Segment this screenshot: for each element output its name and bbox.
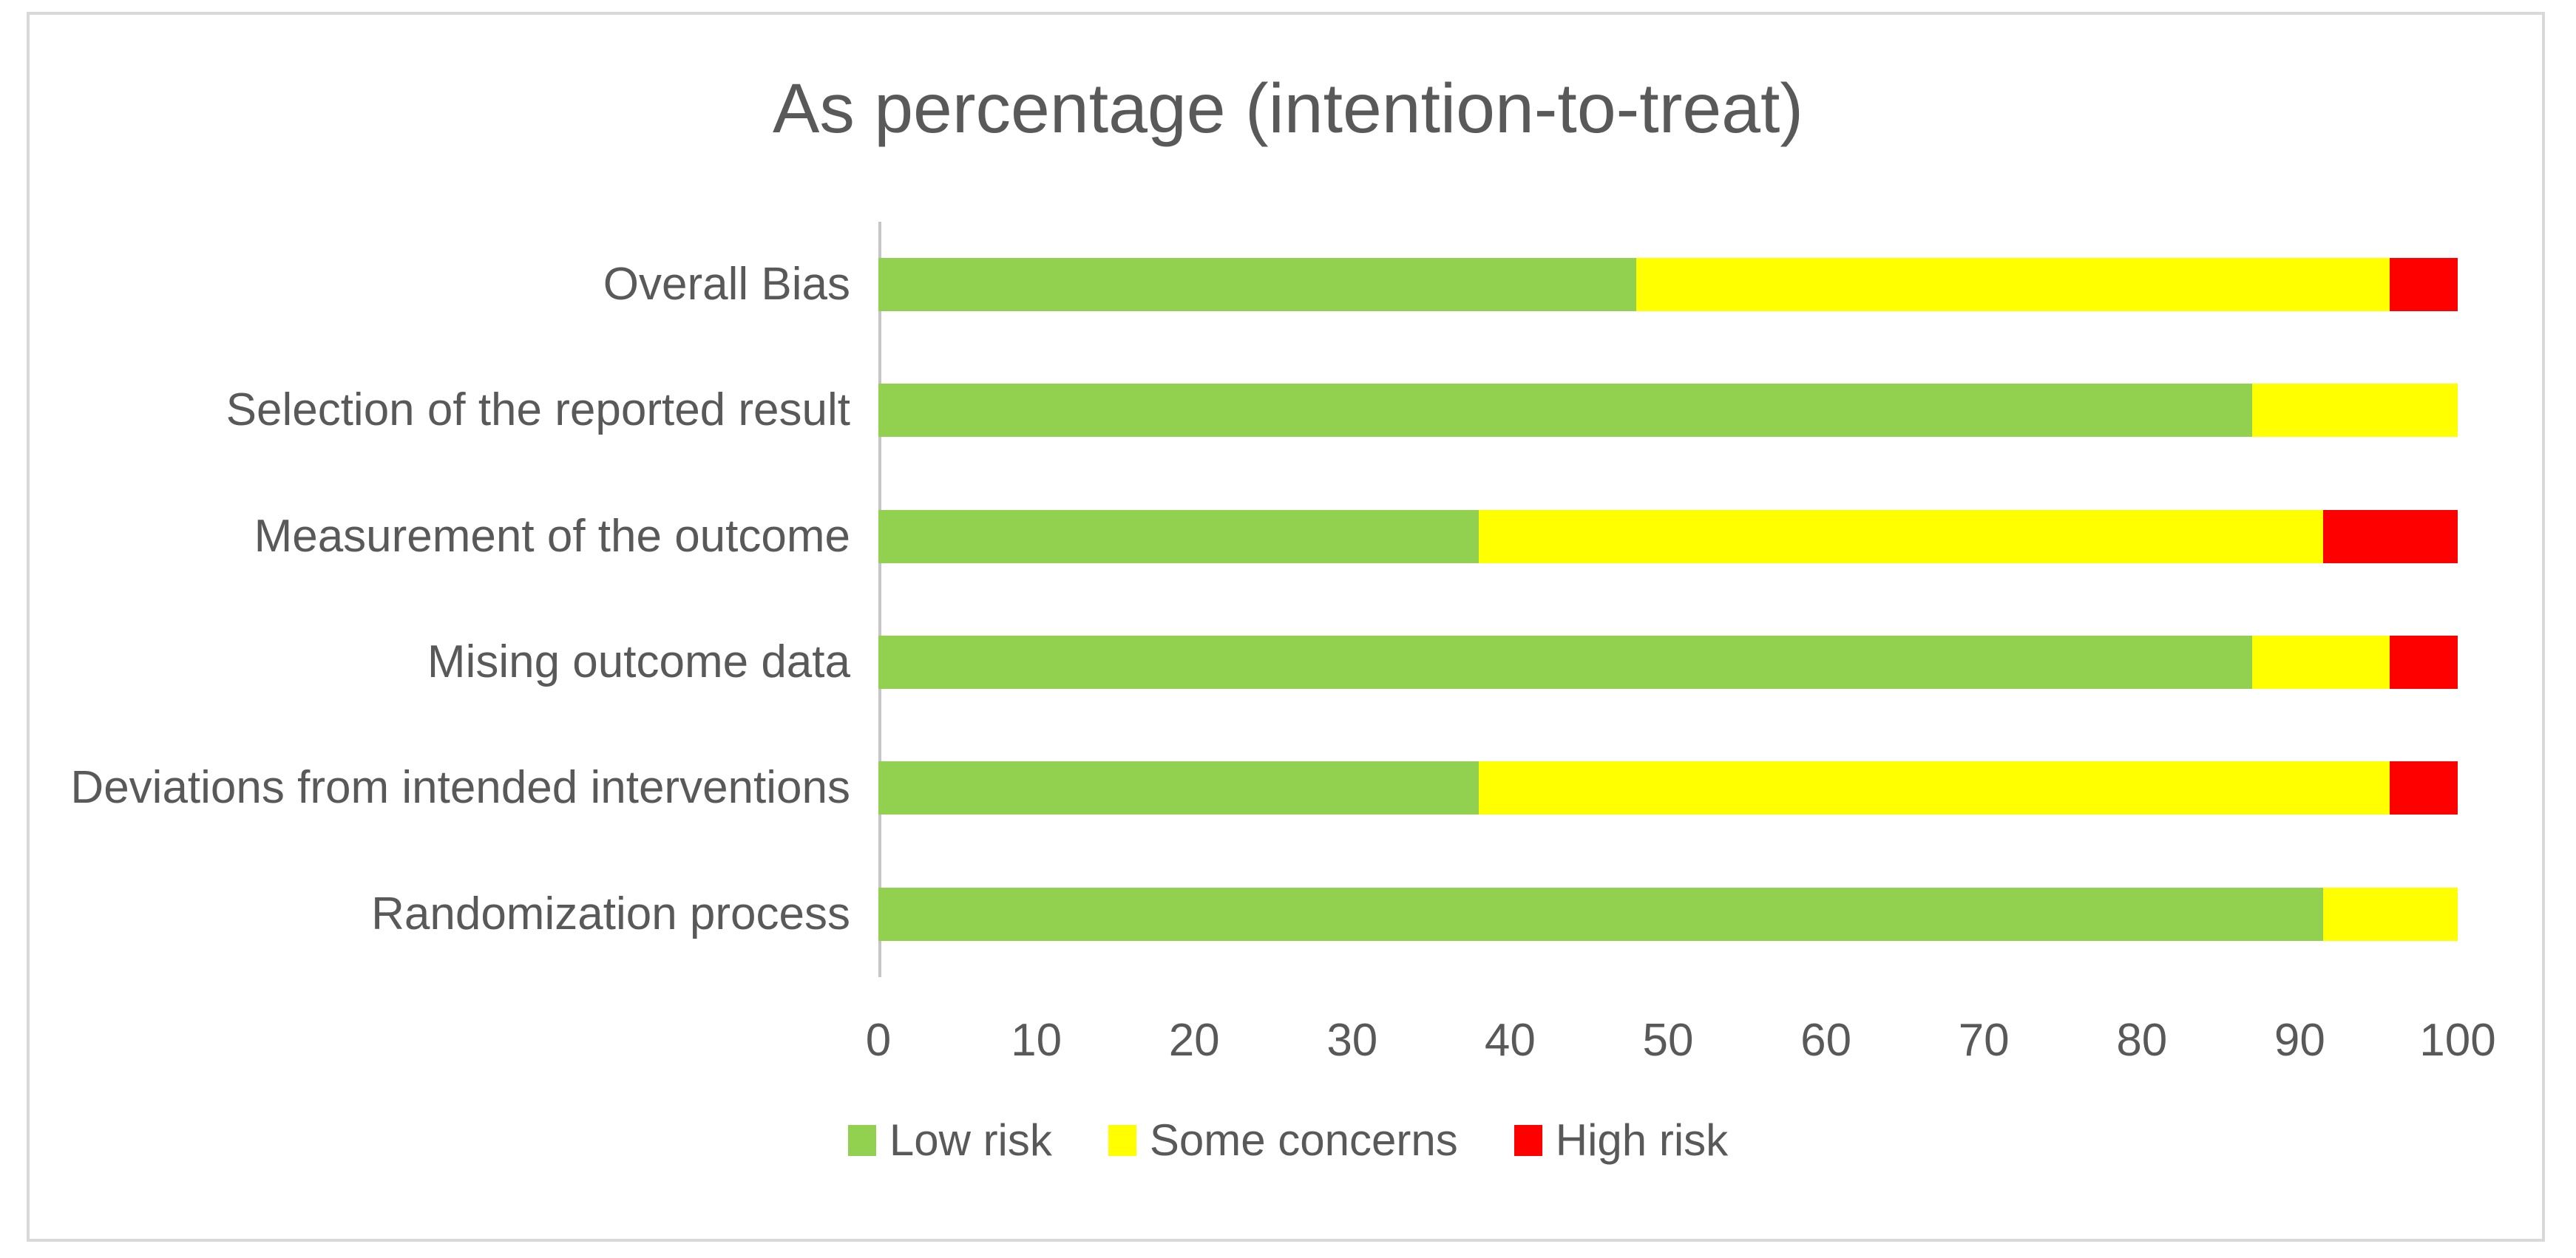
bar-segment-high-risk bbox=[2390, 636, 2458, 690]
legend-color-swatch-icon bbox=[1514, 1124, 1542, 1156]
stacked-bar bbox=[878, 258, 2458, 312]
chart-frame-border bbox=[27, 12, 2545, 1242]
category-label: Mising outcome data bbox=[427, 636, 850, 688]
bar-segment-high-risk bbox=[2323, 509, 2458, 563]
x-tick-label: 100 bbox=[2419, 1015, 2496, 1066]
category-label: Overall Bias bbox=[603, 259, 850, 310]
bar-segment-some-concerns bbox=[1478, 761, 2390, 815]
chart-title: As percentage (intention-to-treat) bbox=[772, 69, 1804, 148]
legend-item-label: High risk bbox=[1555, 1115, 1729, 1165]
x-tick-label: 0 bbox=[865, 1015, 892, 1066]
bar-segment-some-concerns bbox=[2252, 384, 2458, 438]
legend-item-label: Low risk bbox=[889, 1115, 1052, 1165]
legend-item: Low risk bbox=[847, 1115, 1052, 1166]
bar-rows: Overall Bias Selection of the reported r… bbox=[44, 222, 2458, 977]
stacked-bar bbox=[878, 636, 2458, 690]
x-tick-label: 10 bbox=[1011, 1015, 1062, 1066]
bar-segment-some-concerns bbox=[1636, 258, 2390, 312]
category-label: Randomization process bbox=[371, 888, 850, 939]
bar-segment-some-concerns bbox=[1478, 509, 2324, 563]
category-row: Selection of the reported result bbox=[44, 347, 2458, 473]
bar-segment-some-concerns bbox=[2323, 887, 2458, 941]
bar-segment-low-risk bbox=[878, 761, 1479, 815]
category-row: Mising outcome data bbox=[44, 599, 2458, 725]
bar-segment-some-concerns bbox=[2252, 636, 2390, 690]
bar-segment-low-risk bbox=[878, 384, 2253, 438]
category-row: Overall Bias bbox=[44, 222, 2458, 347]
bar-segment-low-risk bbox=[878, 887, 2324, 941]
x-tick-label: 30 bbox=[1326, 1015, 1378, 1066]
bar-segment-high-risk bbox=[2390, 761, 2458, 815]
stacked-bar bbox=[878, 384, 2458, 438]
y-axis-line bbox=[878, 222, 881, 977]
bar-segment-high-risk bbox=[2390, 258, 2458, 312]
legend: Low risk Some concerns High risk bbox=[0, 1115, 2576, 1166]
bar-segment-low-risk bbox=[878, 636, 2253, 690]
category-label: Measurement of the outcome bbox=[254, 510, 850, 562]
legend-item: Some concerns bbox=[1108, 1115, 1458, 1166]
stacked-bar bbox=[878, 761, 2458, 815]
bar-segment-low-risk bbox=[878, 258, 1637, 312]
legend-item-label: Some concerns bbox=[1149, 1115, 1458, 1165]
category-row: Randomization process bbox=[44, 851, 2458, 977]
x-tick-label: 40 bbox=[1484, 1015, 1536, 1066]
x-tick-label: 50 bbox=[1642, 1015, 1694, 1066]
category-label: Deviations from intended interventions bbox=[70, 762, 850, 814]
x-tick-label: 60 bbox=[1800, 1015, 1852, 1066]
x-tick-label: 70 bbox=[1958, 1015, 2010, 1066]
category-label: Selection of the reported result bbox=[226, 384, 850, 436]
x-tick-label: 80 bbox=[2116, 1015, 2168, 1066]
x-tick-label: 20 bbox=[1168, 1015, 1220, 1066]
bar-segment-low-risk bbox=[878, 509, 1479, 563]
legend-color-swatch-icon bbox=[847, 1124, 876, 1156]
category-row: Measurement of the outcome bbox=[44, 474, 2458, 599]
x-axis-tick-labels: 0 10 20 30 40 50 60 70 80 90 100 bbox=[866, 1014, 2496, 1073]
stacked-bar bbox=[878, 887, 2458, 941]
legend-color-swatch-icon bbox=[1108, 1124, 1136, 1156]
x-tick-label: 90 bbox=[2274, 1015, 2325, 1066]
category-row: Deviations from intended interventions bbox=[44, 725, 2458, 851]
legend-item: High risk bbox=[1514, 1115, 1728, 1166]
stacked-bar bbox=[878, 509, 2458, 563]
